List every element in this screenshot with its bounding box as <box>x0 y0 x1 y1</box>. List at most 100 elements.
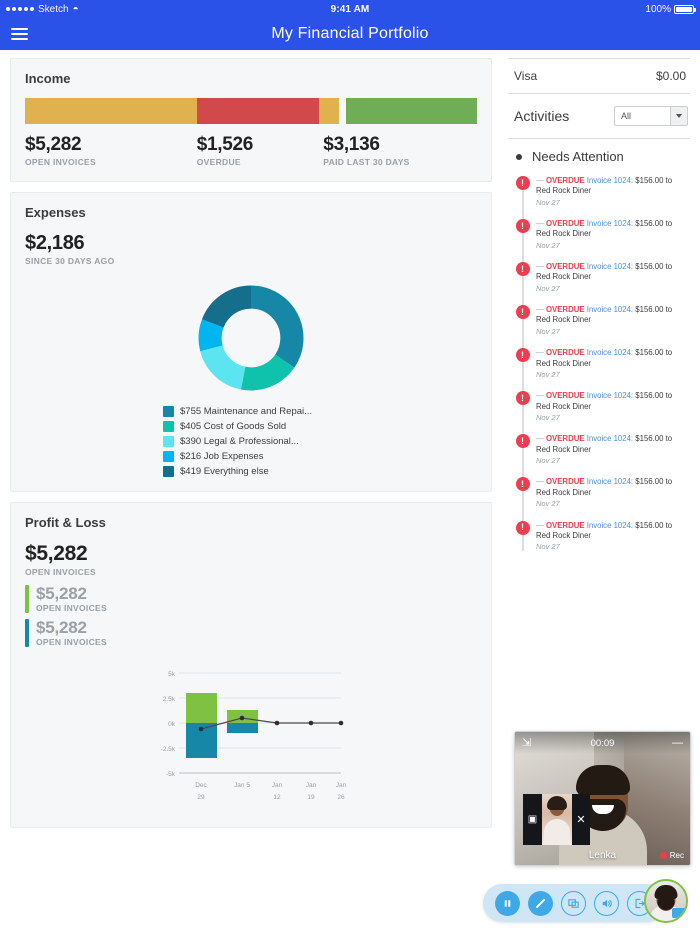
battery-icon <box>674 4 696 14</box>
activity-item[interactable]: ! — OVERDUE Invoice 1024: $156.00 to Red … <box>508 176 690 207</box>
legend-swatch <box>163 436 174 447</box>
profit-loss-tick <box>25 618 29 647</box>
legend-label: $755 Maintenance and Repai... <box>180 406 313 417</box>
activity-invoice-link[interactable]: Invoice 1024: <box>586 262 636 272</box>
activity-item[interactable]: ! — OVERDUE Invoice 1024: $156.00 to Red … <box>508 434 690 465</box>
alert-icon: ! <box>515 391 530 406</box>
activity-status: OVERDUE <box>545 176 587 185</box>
activity-text: — OVERDUE Invoice 1024: $156.00 to Red R… <box>536 305 688 326</box>
activity-dash: — <box>536 176 546 185</box>
activity-date: Nov 27 <box>536 197 560 207</box>
activity-dash: — <box>536 520 546 530</box>
activity-timeline: ! — OVERDUE Invoice 1024: $156.00 to Red … <box>508 176 690 552</box>
divider <box>508 58 690 59</box>
activity-item[interactable]: ! — OVERDUE Invoice 1024: $156.00 to Red … <box>508 348 690 379</box>
activity-invoice-link[interactable]: Invoice 1024: <box>586 434 636 444</box>
income-bar-segment-open <box>25 98 197 124</box>
ytick-label: 2.5k <box>163 696 176 703</box>
legend-label: $216 Job Expenses <box>180 451 264 462</box>
activity-detail: $156.00 to Red Rock Diner <box>536 176 673 196</box>
activity-detail: $156.00 to Red Rock Diner <box>536 434 673 454</box>
profit-loss-row-label: OPEN INVOICES <box>36 636 107 647</box>
activities-filter-select[interactable]: All <box>614 106 688 126</box>
video-call-widget[interactable]: ⇲ 00:09 — ▣ ✕ Lenka Rec <box>514 731 691 866</box>
activity-status: OVERDUE <box>545 262 587 272</box>
alert-icon: ! <box>515 520 530 535</box>
activity-item[interactable]: ! — OVERDUE Invoice 1024: $156.00 to Red … <box>508 520 690 551</box>
expenses-card: Expenses $2,186 SINCE 30 DAYS AGO <box>10 192 492 492</box>
activity-invoice-link[interactable]: Invoice 1024: <box>586 477 636 487</box>
net-point <box>308 720 314 725</box>
carrier-label: Sketch <box>38 3 69 15</box>
expand-arrows-icon[interactable]: ⇲ <box>522 736 532 749</box>
activity-date: Nov 27 <box>536 455 560 465</box>
activity-item[interactable]: ! — OVERDUE Invoice 1024: $156.00 to Red … <box>508 262 690 293</box>
annotate-button[interactable] <box>528 890 553 916</box>
activity-item[interactable]: ! — OVERDUE Invoice 1024: $156.00 to Red … <box>508 305 690 336</box>
alert-icon: ! <box>515 262 530 277</box>
record-dot-icon <box>659 852 667 859</box>
donut-slice-3 <box>198 285 304 391</box>
activity-text: — OVERDUE Invoice 1024: $156.00 to Red R… <box>536 434 688 455</box>
xtick-label: 12 <box>273 794 281 801</box>
status-bar: Sketch ◓ 9:41 AM 100% <box>0 0 700 18</box>
activity-date: Nov 27 <box>536 326 560 336</box>
self-avatar[interactable] <box>644 879 688 923</box>
activity-invoice-link[interactable]: Invoice 1024: <box>586 348 636 358</box>
alert-icon: ! <box>515 348 530 363</box>
profit-loss-row-expenses: $5,282 OPEN INVOICES <box>25 617 477 647</box>
minimize-icon[interactable]: — <box>672 736 683 749</box>
legend-item: $390 Legal & Professional... <box>163 436 299 447</box>
pause-button[interactable] <box>495 890 520 916</box>
legend-item: $419 Everything else <box>163 466 269 477</box>
chevron-down-icon[interactable] <box>670 107 687 125</box>
camera-icon[interactable]: ▣ <box>527 814 538 825</box>
visa-amount: $0.00 <box>655 69 686 83</box>
status-right: 100% <box>645 4 696 15</box>
xtick-label: Jan <box>306 782 317 789</box>
activity-date: Nov 27 <box>536 499 560 508</box>
close-icon[interactable]: ✕ <box>576 814 586 826</box>
page-title: My Financial Portfolio <box>271 25 429 42</box>
legend-item: $405 Cost of Goods Sold <box>163 421 286 432</box>
activity-item[interactable]: ! — OVERDUE Invoice 1024: $156.00 to Red … <box>508 391 690 422</box>
profit-loss-bar-chart: 5k 2.5k 0k -2.5k -5k <box>25 665 477 805</box>
activity-item[interactable]: ! — OVERDUE Invoice 1024: $156.00 to Red … <box>508 477 690 508</box>
activity-item[interactable]: ! — OVERDUE Invoice 1024: $156.00 to Red … <box>508 219 690 250</box>
activity-status: OVERDUE <box>545 219 587 229</box>
bar-expenses-jan5 <box>227 722 258 733</box>
profit-loss-tick <box>25 585 29 613</box>
expenses-total-label: SINCE 30 DAYS AGO <box>25 256 115 266</box>
activity-invoice-link[interactable]: Invoice 1024: <box>586 391 636 401</box>
activity-detail: $156.00 to Red Rock Diner <box>536 391 673 411</box>
visa-label: Visa <box>514 69 538 83</box>
donut-slice-4 <box>198 285 304 391</box>
visa-account-row[interactable]: Visa $0.00 <box>508 59 690 93</box>
status-left: Sketch ◓ <box>6 4 79 15</box>
profit-loss-row-value: $5,282 <box>36 617 87 637</box>
activity-text: — OVERDUE Invoice 1024: $156.00 to Red R… <box>536 348 688 369</box>
activity-invoice-link[interactable]: Invoice 1024: <box>586 219 636 229</box>
stat-paid-30-days-label: PAID LAST 30 DAYS <box>323 157 410 167</box>
profit-loss-card-title: Profit & Loss <box>25 515 106 530</box>
activity-invoice-link[interactable]: Invoice 1024: <box>586 176 636 185</box>
activity-dash: — <box>536 348 546 358</box>
picture-in-picture-panel[interactable]: ▣ ✕ <box>523 794 590 845</box>
expenses-donut-chart <box>25 284 477 392</box>
activity-status: OVERDUE <box>545 434 587 444</box>
stat-open-invoices-label: OPEN INVOICES <box>25 157 96 167</box>
donut-slice-1 <box>198 285 304 391</box>
audio-button[interactable] <box>594 890 619 916</box>
activity-invoice-link[interactable]: Invoice 1024: <box>586 305 636 315</box>
profit-loss-main-value: $5,282 <box>25 542 88 565</box>
bullet-dot-icon <box>516 153 522 160</box>
app-header: My Financial Portfolio <box>0 18 700 50</box>
income-card-title: Income <box>25 71 71 86</box>
activity-date: Nov 27 <box>536 369 560 379</box>
share-screen-button[interactable] <box>561 890 586 916</box>
activity-invoice-link[interactable]: Invoice 1024: <box>586 520 636 530</box>
stat-paid-30-days: $3,136 PAID LAST 30 DAYS <box>323 134 477 167</box>
hamburger-menu-icon[interactable] <box>8 25 31 43</box>
video-camera-icon <box>672 908 686 918</box>
activity-dash: — <box>536 262 546 272</box>
